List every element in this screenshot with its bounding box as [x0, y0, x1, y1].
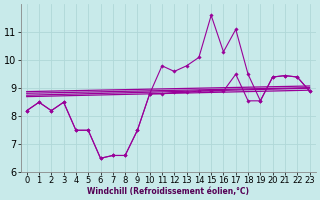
X-axis label: Windchill (Refroidissement éolien,°C): Windchill (Refroidissement éolien,°C) [87, 187, 249, 196]
